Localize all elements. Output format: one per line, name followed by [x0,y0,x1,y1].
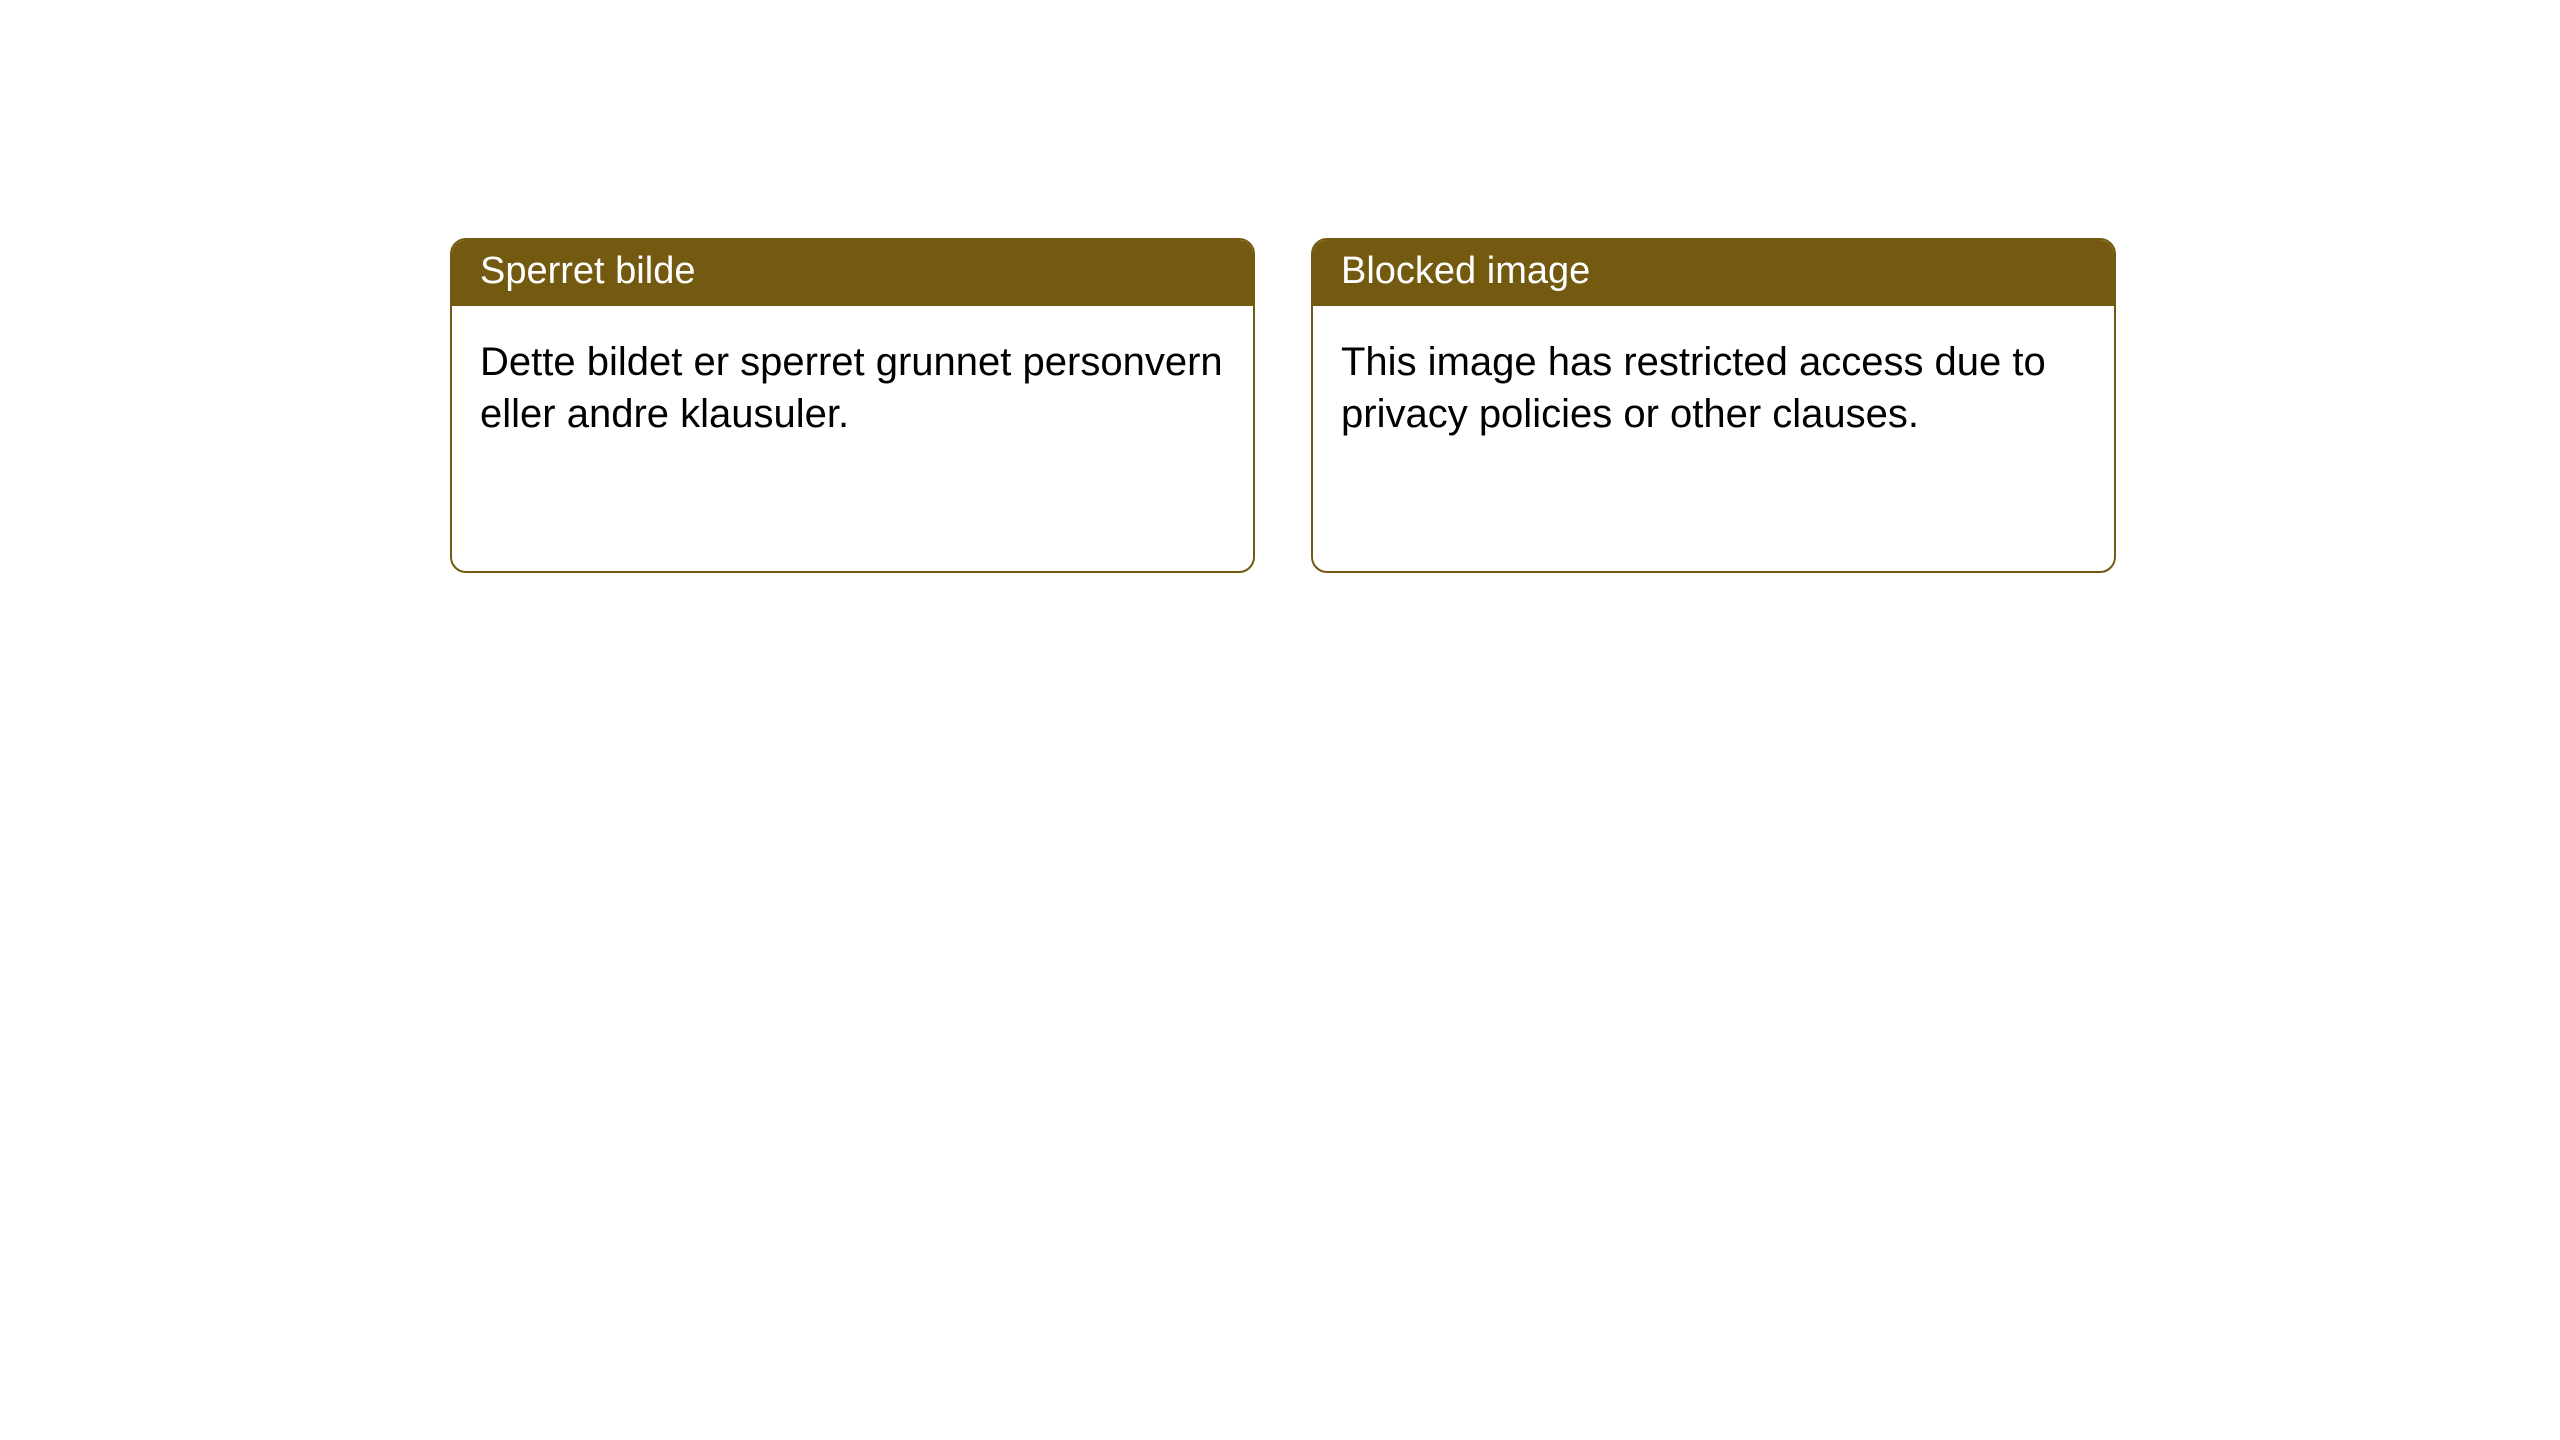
blocked-image-card-en: Blocked image This image has restricted … [1311,238,2116,573]
card-body: Dette bildet er sperret grunnet personve… [452,306,1253,442]
card-title: Blocked image [1313,240,2114,306]
card-title: Sperret bilde [452,240,1253,306]
card-body: This image has restricted access due to … [1313,306,2114,442]
blocked-image-card-no: Sperret bilde Dette bildet er sperret gr… [450,238,1255,573]
notice-card-row: Sperret bilde Dette bildet er sperret gr… [0,0,2560,573]
